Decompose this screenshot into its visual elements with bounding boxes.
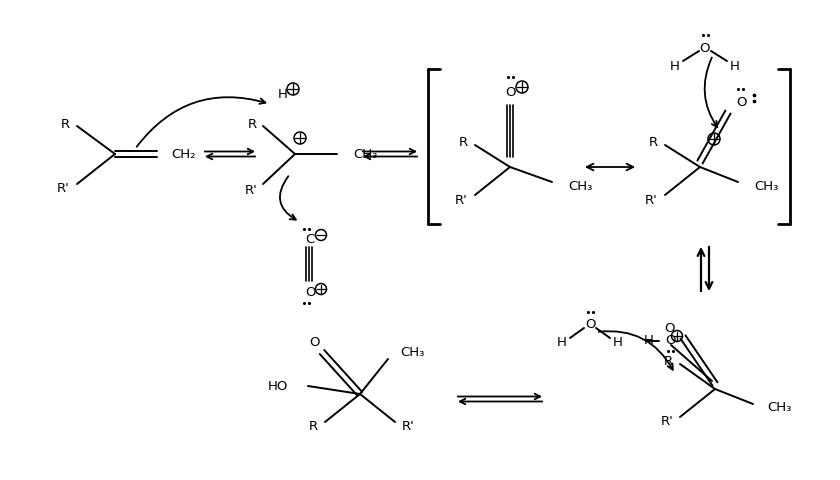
Text: O: O bbox=[700, 41, 711, 54]
Text: O: O bbox=[736, 96, 747, 109]
Text: R': R' bbox=[402, 420, 415, 432]
Text: C: C bbox=[305, 233, 314, 246]
Text: R: R bbox=[60, 117, 70, 130]
Text: O: O bbox=[309, 336, 319, 349]
Text: CH₃: CH₃ bbox=[400, 346, 424, 359]
Text: R': R' bbox=[645, 193, 658, 206]
Text: O: O bbox=[585, 318, 596, 331]
Text: H: H bbox=[670, 60, 680, 72]
Text: R: R bbox=[664, 355, 673, 368]
Text: CH₂: CH₂ bbox=[171, 148, 196, 161]
Text: R: R bbox=[309, 420, 318, 432]
Text: CH₃: CH₃ bbox=[754, 179, 779, 192]
Text: H: H bbox=[644, 333, 654, 346]
Text: O: O bbox=[505, 86, 515, 99]
Text: R': R' bbox=[57, 182, 70, 195]
Text: CH₃: CH₃ bbox=[353, 148, 377, 161]
Text: R': R' bbox=[244, 183, 257, 196]
Text: O: O bbox=[665, 333, 675, 346]
Text: R: R bbox=[248, 117, 257, 130]
Text: CH₃: CH₃ bbox=[568, 179, 592, 192]
Text: R: R bbox=[459, 136, 468, 149]
Text: H: H bbox=[557, 336, 567, 349]
Text: H: H bbox=[730, 60, 740, 72]
Text: R': R' bbox=[455, 193, 468, 206]
Text: R: R bbox=[648, 136, 658, 149]
Text: R': R' bbox=[660, 415, 673, 428]
Text: CH₃: CH₃ bbox=[767, 401, 791, 414]
Text: HO: HO bbox=[268, 380, 288, 393]
Text: H: H bbox=[613, 336, 623, 349]
Text: H: H bbox=[278, 88, 288, 101]
Text: O: O bbox=[664, 321, 675, 334]
Text: O: O bbox=[305, 285, 316, 298]
